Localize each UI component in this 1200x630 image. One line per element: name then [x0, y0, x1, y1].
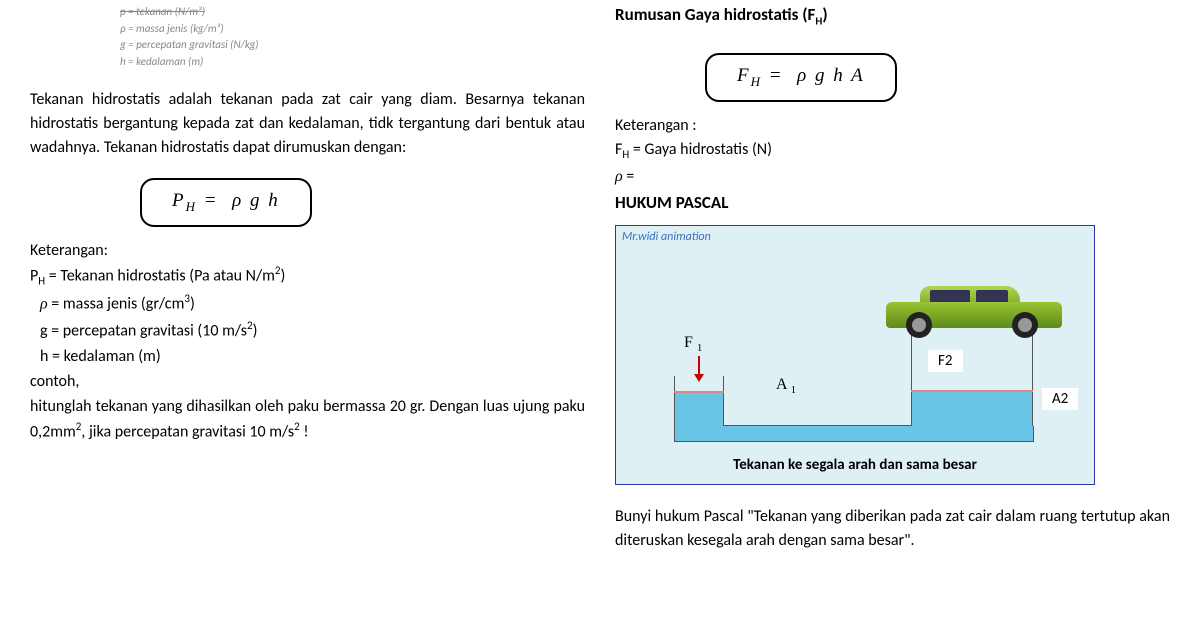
- label-a2: A2: [1042, 388, 1078, 410]
- formula-ph: PH = ρ g h: [140, 178, 312, 227]
- left-tube: [674, 376, 724, 426]
- label-f1: F 1: [684, 334, 702, 354]
- base-border: [674, 426, 1034, 442]
- formula-fh: FH = ρ g h A: [705, 53, 897, 102]
- contoh-label: contoh,: [30, 369, 585, 395]
- diagram-caption: Tekanan ke segala arah dan sama besar: [616, 456, 1094, 474]
- arrow-f1: [698, 356, 700, 380]
- ket-rho2: ρ =: [615, 164, 1170, 190]
- right-column: Rumusan Gaya hidrostatis (FH) FH = ρ g h…: [615, 0, 1170, 557]
- ket-h: h = kedalaman (m): [30, 344, 585, 370]
- label-a1: A 1: [776, 376, 796, 396]
- car-illustration: [886, 288, 1062, 338]
- def-p: p = tekanan (N/m²): [120, 4, 585, 21]
- def-rho: ρ = massa jenis (kg/m³): [120, 21, 585, 38]
- tube-gap: [724, 376, 911, 426]
- right-piston-line: [911, 390, 1033, 392]
- paragraph-hidrostatis: Tekanan hidrostatis adalah tekanan pada …: [30, 88, 585, 160]
- soal-text: hitunglah tekanan yang dihasilkan oleh p…: [30, 395, 585, 444]
- def-g: g = percepatan gravitasi (N/kg): [120, 37, 585, 54]
- ket-g: g = percepatan gravitasi (10 m/s2): [30, 317, 585, 344]
- ket-ph: PH = Tekanan hidrostatis (Pa atau N/m2): [30, 262, 585, 290]
- label-f2: F2: [928, 350, 963, 372]
- legend-defs: p = tekanan (N/m²) ρ = massa jenis (kg/m…: [120, 4, 585, 70]
- keterangan-title: Keterangan:: [30, 241, 585, 260]
- def-h: h = kedalaman (m): [120, 54, 585, 71]
- pascal-diagram: Mr.widi animation F 1 A 1 F2 A2 Tekanan …: [615, 225, 1095, 485]
- ket-fh: FH = Gaya hidrostatis (N): [615, 137, 1170, 164]
- right-tube: [911, 334, 1033, 426]
- title-hukum-pascal: HUKUM PASCAL: [615, 192, 1170, 213]
- left-column: p = tekanan (N/m²) ρ = massa jenis (kg/m…: [30, 0, 585, 557]
- ket-rho: ρ = massa jenis (gr/cm3): [30, 290, 585, 317]
- left-piston-line: [674, 391, 724, 393]
- title-gaya-hidrostatis: Rumusan Gaya hidrostatis (FH): [615, 4, 1170, 27]
- keterangan2-title: Keterangan :: [615, 116, 1170, 135]
- diagram-credit: Mr.widi animation: [622, 230, 711, 244]
- bunyi-pascal: Bunyi hukum Pascal "Tekanan yang diberik…: [615, 505, 1170, 553]
